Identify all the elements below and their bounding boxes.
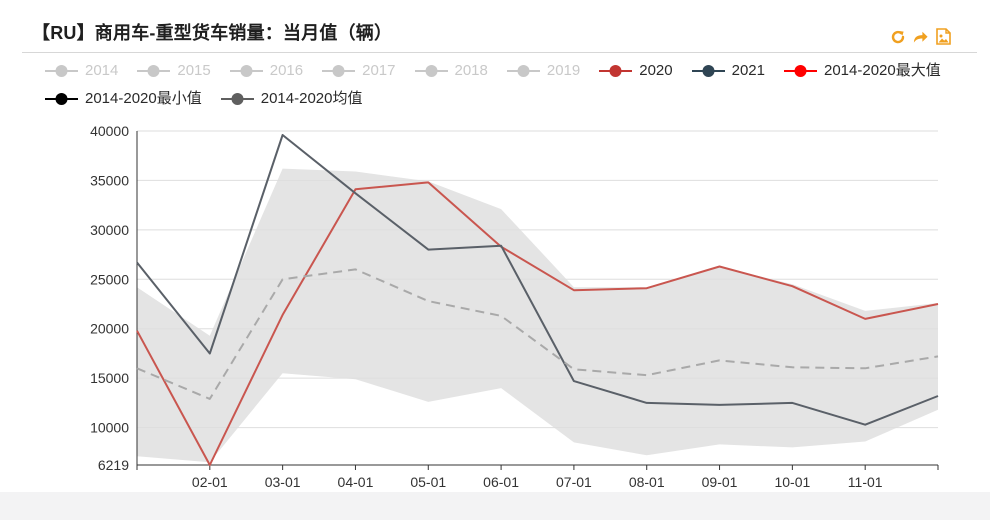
chart-panel: 【RU】商用车-重型货车销量：当月值（辆） xyxy=(0,0,990,492)
x-tick-label: 04-01 xyxy=(338,474,374,490)
legend-label: 2014-2020最小值 xyxy=(85,90,202,107)
y-tick-label: 10000 xyxy=(90,420,129,436)
legend-marker-icon xyxy=(229,65,263,77)
legend-label: 2018 xyxy=(454,62,488,79)
x-tick-label: 06-01 xyxy=(483,474,519,490)
header-divider xyxy=(22,52,977,53)
legend-item-2014[interactable]: 2014 xyxy=(44,63,118,79)
legend-item-2018[interactable]: 2018 xyxy=(414,63,488,79)
legend-row: 2014 2015 2016 2017 2018 2019 xyxy=(44,57,964,85)
x-tick-label: 10-01 xyxy=(774,474,810,490)
save-image-icon xyxy=(936,28,951,45)
legend-marker-icon xyxy=(599,65,633,77)
series-line-2021 xyxy=(136,134,939,426)
refresh-icon xyxy=(891,30,904,43)
x-tick-label: 02-01 xyxy=(192,474,228,490)
legend-label: 2014 xyxy=(85,62,119,79)
refresh-button[interactable] xyxy=(889,28,906,45)
series-line-2020 xyxy=(136,181,939,466)
legend-item-2019[interactable]: 2019 xyxy=(506,63,580,79)
y-tick-label: 30000 xyxy=(90,222,129,238)
series-line-2014-2020均值 xyxy=(136,268,939,400)
legend-item-max[interactable]: 2014-2020最大值 xyxy=(783,63,941,79)
legend-label: 2016 xyxy=(269,62,304,79)
chart-legend: 2014 2015 2016 2017 2018 2019 xyxy=(44,57,964,113)
legend-marker-icon xyxy=(45,65,78,77)
x-tick-label: 08-01 xyxy=(629,474,665,490)
legend-marker-icon xyxy=(137,65,171,77)
chart-toolbar xyxy=(889,28,952,45)
legend-item-2016[interactable]: 2016 xyxy=(229,63,303,79)
legend-marker-icon xyxy=(691,65,725,77)
x-tick-label: 05-01 xyxy=(410,474,446,490)
chart-header: 【RU】商用车-重型货车销量：当月值（辆） xyxy=(32,16,392,48)
chart-title: 【RU】商用车-重型货车销量：当月值（辆） xyxy=(32,23,393,43)
y-tick-label: 35000 xyxy=(90,172,129,188)
legend-marker-icon xyxy=(414,65,448,77)
x-tick-label: 11-01 xyxy=(848,474,883,490)
legend-marker-icon xyxy=(506,65,540,77)
legend-label: 2014-2020均值 xyxy=(260,90,363,107)
y-tick-label: 6219 xyxy=(98,457,129,473)
legend-item-min[interactable]: 2014-2020最小值 xyxy=(44,91,202,107)
x-tick-label: 03-01 xyxy=(265,474,301,490)
legend-label: 2020 xyxy=(639,62,673,79)
y-tick-label: 25000 xyxy=(90,271,129,287)
legend-marker-icon xyxy=(322,65,356,77)
legend-item-2021[interactable]: 2021 xyxy=(691,63,765,79)
legend-marker-icon xyxy=(220,93,254,105)
legend-item-2017[interactable]: 2017 xyxy=(321,62,396,79)
legend-label: 2014-2020最大值 xyxy=(824,62,941,79)
legend-label: 2021 xyxy=(731,62,765,79)
legend-item-2015[interactable]: 2015 xyxy=(136,62,211,79)
y-tick-label: 15000 xyxy=(90,370,129,386)
legend-label: 2019 xyxy=(546,62,581,79)
y-tick-label: 40000 xyxy=(90,123,129,139)
x-tick-label: 09-01 xyxy=(702,474,738,490)
y-tick-label: 20000 xyxy=(90,321,129,337)
save-image-button[interactable] xyxy=(935,28,952,45)
legend-item-mean[interactable]: 2014-2020均值 xyxy=(220,90,363,107)
legend-marker-icon xyxy=(784,65,817,77)
x-tick-label: 07-01 xyxy=(556,474,592,490)
legend-row: 2014-2020最小值 2014-2020均值 xyxy=(44,85,964,113)
legend-label: 2015 xyxy=(177,62,211,79)
legend-label: 2017 xyxy=(362,62,396,79)
legend-item-2020[interactable]: 2020 xyxy=(598,62,673,79)
share-icon xyxy=(913,31,928,43)
share-button[interactable] xyxy=(912,28,929,45)
legend-marker-icon xyxy=(45,93,78,105)
min-max-range-band xyxy=(137,168,938,463)
